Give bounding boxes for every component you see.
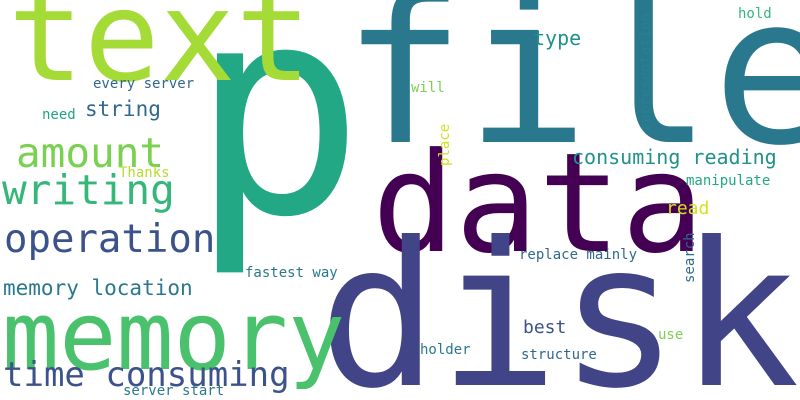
word-place: place [437, 123, 453, 166]
word-consuming-reading: consuming reading [572, 145, 777, 169]
word-amount: amount [16, 129, 165, 177]
word-data: data [372, 123, 705, 284]
word-structure: structure [521, 347, 597, 363]
word-every-server: every server [93, 76, 195, 92]
word-p: p [190, 0, 365, 281]
word-writing: writing [2, 166, 175, 214]
word-memory: memory [2, 282, 346, 392]
word-need: need [42, 107, 76, 123]
word-thanks: Thanks [119, 165, 170, 181]
word-best: best [523, 317, 567, 338]
word-disk: disk [318, 200, 800, 400]
word-manipulate: manipulate [686, 173, 771, 189]
word-search: search [682, 232, 698, 283]
word-read: read [666, 198, 710, 219]
word-server-start: server start [123, 383, 225, 399]
word-representation: representation [638, 12, 654, 131]
word-use: use [658, 327, 684, 343]
word-will: will [411, 80, 445, 96]
word-operation: operation [4, 217, 216, 262]
word-hold: hold [738, 6, 772, 22]
word-replace-mainly: replace mainly [519, 247, 638, 263]
word-memory-location: memory location [3, 276, 193, 300]
word-file: file [342, 0, 800, 191]
word-time-consuming: time consuming [3, 355, 290, 395]
word-type: type [533, 26, 582, 50]
word-fastest-way: fastest way [245, 265, 338, 281]
word-string: string [85, 97, 161, 121]
word-text: text [8, 0, 312, 110]
word-holder: holder [420, 342, 471, 358]
